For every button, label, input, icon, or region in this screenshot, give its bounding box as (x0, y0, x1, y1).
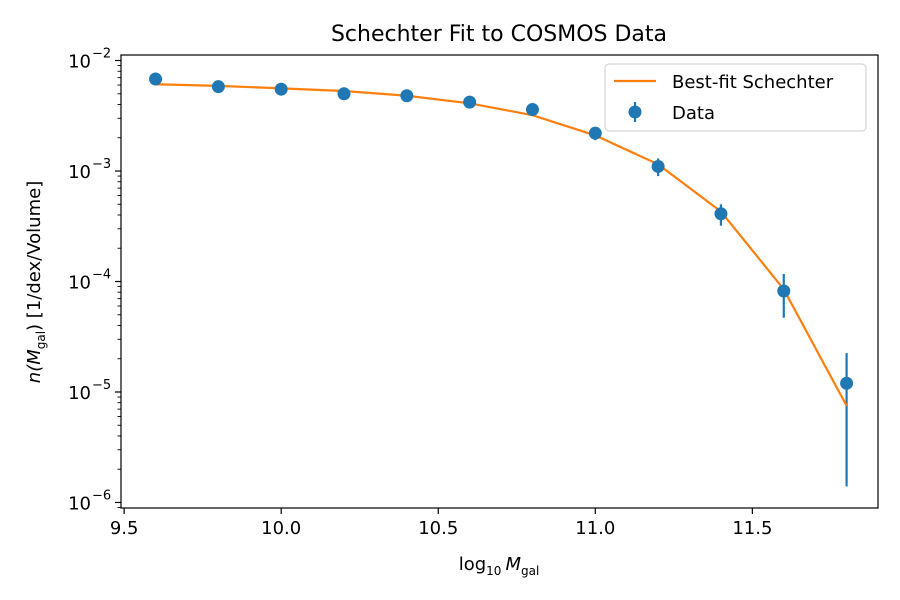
y-axis-label-post: ) [1/dex/Volume] (24, 181, 45, 331)
data-point (714, 207, 728, 221)
data-point (400, 89, 414, 103)
y-tick-exponent: −3 (92, 157, 111, 172)
x-axis-label-var: M (505, 554, 521, 575)
data-point (777, 284, 791, 298)
y-tick-exponent: −6 (92, 488, 111, 503)
data-point (337, 87, 351, 101)
y-axis-label: n(Mgal) [1/dex/Volume] (24, 181, 48, 383)
legend-marker-swatch (628, 105, 642, 119)
y-tick-exponent: −5 (92, 378, 111, 393)
y-axis-ticks: 10−210−310−410−510−6 (68, 47, 121, 514)
legend-label-fit: Best-fit Schechter (672, 72, 834, 93)
data-point (149, 72, 163, 86)
y-tick-label: 10 (68, 162, 91, 183)
data-point (463, 95, 477, 109)
x-tick-label: 10.5 (418, 518, 458, 539)
y-tick-label: 10 (68, 52, 91, 73)
y-axis-label-var: M (24, 349, 45, 365)
y-tick-label: 10 (68, 383, 91, 404)
y-tick-exponent: −4 (92, 268, 111, 283)
data-point (274, 82, 288, 96)
data-point (651, 159, 665, 173)
x-axis-label-base: log (459, 554, 486, 575)
data-point (525, 103, 539, 117)
x-tick-label: 11.0 (575, 518, 615, 539)
y-tick-label: 10 (68, 493, 91, 514)
x-axis-label-sub2: gal (521, 564, 539, 578)
legend-label-data: Data (672, 103, 715, 124)
fit-line (155, 83, 848, 407)
y-axis-label-sub: gal (34, 331, 48, 349)
data-point (588, 126, 602, 140)
chart-title: Schechter Fit to COSMOS Data (331, 22, 667, 47)
x-tick-label: 9.5 (110, 518, 139, 539)
x-axis-ticks: 9.5 10.0 10.5 11.0 11.5 (110, 508, 772, 539)
legend: Best-fit Schechter Data (604, 63, 867, 132)
x-axis-label-sub1: 10 (486, 564, 501, 578)
data-point (840, 376, 854, 390)
y-tick-exponent: −2 (92, 47, 111, 62)
data-point (211, 80, 225, 94)
x-axis-label: log10 Mgal (459, 554, 540, 578)
x-tick-label: 11.5 (732, 518, 772, 539)
x-tick-label: 10.0 (261, 518, 301, 539)
plot-marks (149, 72, 854, 487)
y-tick-label: 10 (68, 273, 91, 294)
legend-box (604, 63, 867, 132)
y-axis-label-pre: n( (24, 364, 45, 383)
